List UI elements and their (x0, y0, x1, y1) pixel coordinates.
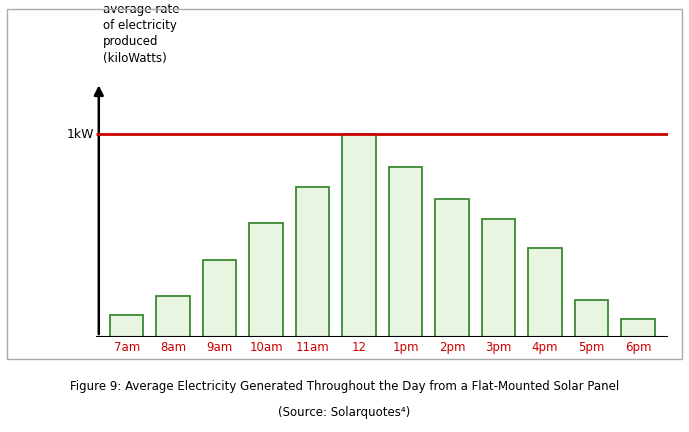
Bar (342, 134, 376, 337)
Text: Figure 9: Average Electricity Generated Throughout the Day from a Flat-Mounted S: Figure 9: Average Electricity Generated … (70, 380, 619, 393)
Bar (249, 223, 283, 337)
Bar (575, 300, 608, 337)
Text: (kiloWatts): (kiloWatts) (103, 52, 167, 65)
Bar (203, 260, 236, 337)
Bar (482, 219, 515, 337)
Bar (621, 319, 655, 337)
Bar (528, 248, 562, 337)
Text: (Source: Solarquotes⁴): (Source: Solarquotes⁴) (278, 406, 411, 419)
Bar (296, 187, 329, 337)
Text: average rate: average rate (103, 3, 180, 16)
Bar (435, 199, 469, 337)
Bar (389, 166, 422, 337)
Bar (156, 296, 190, 337)
Text: of electricity: of electricity (103, 19, 177, 32)
Text: 1kW: 1kW (67, 127, 94, 140)
Text: produced: produced (103, 35, 159, 48)
Bar (110, 314, 143, 337)
